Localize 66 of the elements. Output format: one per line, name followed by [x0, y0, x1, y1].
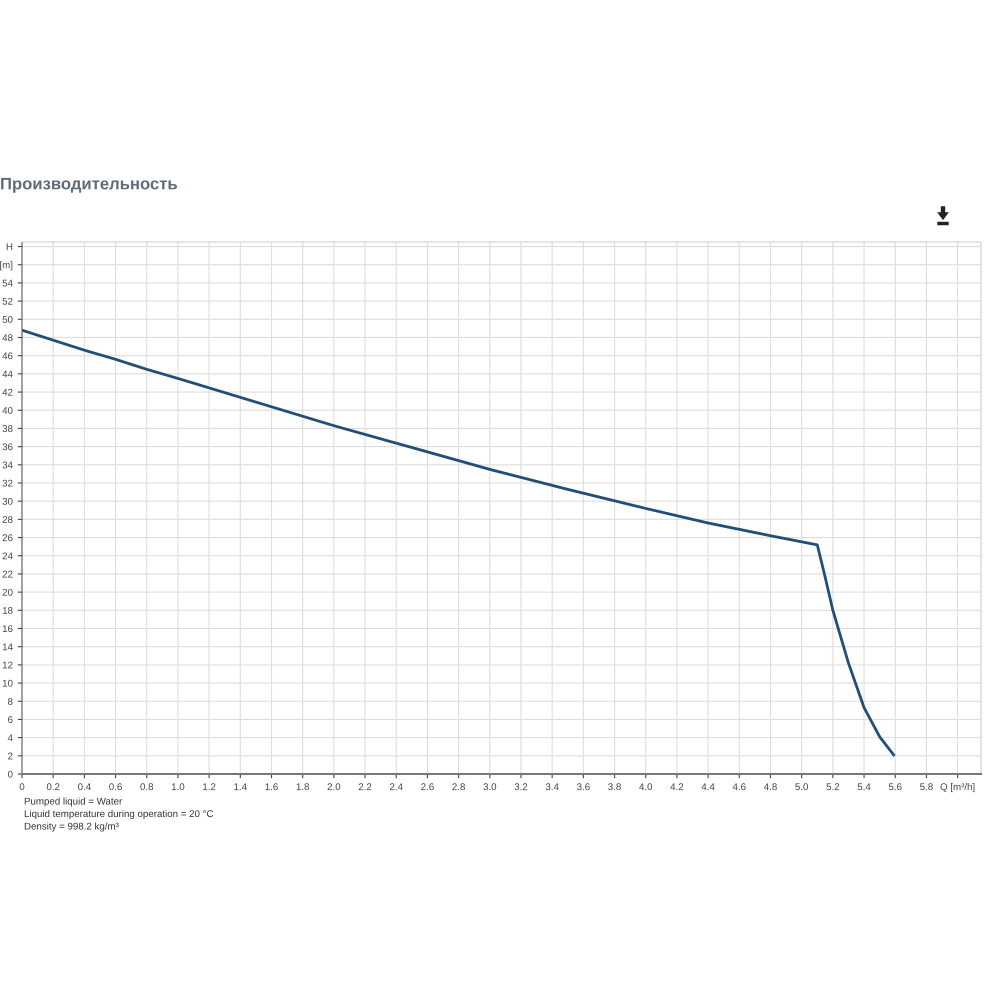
- x-tick-label: 0: [20, 783, 24, 790]
- chart-title: Производительность: [1, 178, 177, 193]
- x-tick-label: 0.8: [140, 783, 154, 790]
- x-tick-label: 4.0: [639, 783, 652, 790]
- x-tick-label: 3.0: [483, 783, 496, 790]
- x-tick-label: 1.2: [203, 783, 216, 790]
- y-tick-label: 14: [2, 644, 13, 650]
- x-tick-label: 3.6: [576, 783, 590, 790]
- y-tick-label: 22: [2, 570, 12, 578]
- x-tick-label: 1.6: [265, 783, 278, 790]
- y-tick-label: 50: [2, 316, 13, 323]
- y-tick-label: 6: [8, 716, 13, 724]
- y-tick-label: 44: [2, 370, 13, 378]
- y-tick-label: 28: [2, 516, 13, 523]
- y-tick-label: 4: [8, 734, 13, 742]
- text: Density = 998.2 kg/m³: [24, 822, 119, 832]
- y-tick-label: 18: [2, 607, 13, 614]
- y-tick-label: 32: [2, 480, 12, 487]
- x-tick-label: 2.0: [328, 783, 340, 790]
- x-tick-label: 5.8: [920, 783, 933, 790]
- y-tick-label: 2: [8, 752, 12, 760]
- x-tick-label: 4.6: [732, 783, 746, 790]
- y-tick-label: 34: [2, 462, 13, 468]
- y-tick-label: 48: [2, 334, 13, 342]
- x-tick-label: 0.6: [109, 783, 122, 790]
- x-tick-label: 1.4: [234, 783, 247, 790]
- y-tick-label: [m]: [0, 261, 12, 270]
- x-tick-label: 3.2: [514, 783, 528, 790]
- y-tick-label: 42: [2, 388, 12, 396]
- y-tick-label: 0: [8, 770, 13, 778]
- x-tick-label: 5.0: [795, 783, 808, 790]
- x-tick-label: 2.4: [390, 783, 403, 790]
- text: Liquid temperature during operation = 20 °C: [24, 810, 214, 820]
- y-tick-label: 52: [2, 298, 12, 305]
- y-tick-label: 26: [2, 534, 13, 542]
- text: Pumped liquid = Water: [24, 797, 122, 807]
- x-tick-label: 4.4: [702, 783, 715, 790]
- y-tick-label: 36: [2, 443, 13, 450]
- line-series: [22, 328, 896, 756]
- y-tick-label: 24: [2, 552, 13, 560]
- y-tick-label: H: [6, 243, 12, 250]
- y-tick-label: 10: [2, 680, 13, 687]
- y-tick-label: 38: [2, 425, 13, 432]
- x-tick-label: 5.6: [888, 783, 902, 790]
- y-tick-label: 40: [2, 406, 13, 414]
- y-tick-label: 46: [2, 352, 13, 360]
- x-tick-label: 5.2: [826, 783, 840, 790]
- x-tick-label: 0.2: [46, 783, 60, 790]
- y-tick-label: 54: [2, 280, 13, 287]
- x-tick-label: 3.8: [608, 783, 621, 790]
- x-tick-label: 5.4: [858, 783, 871, 790]
- y-tick-label: 16: [2, 625, 13, 632]
- y-tick-label: 12: [2, 662, 12, 668]
- x-tick-label: 2.8: [452, 783, 465, 790]
- x-tick-label: 1.8: [296, 783, 310, 790]
- x-tick-label: 4.2: [670, 783, 684, 790]
- x-tick-label: 0.4: [78, 783, 91, 790]
- y-tick-label: 20: [2, 588, 13, 596]
- x-tick-label: 2.2: [358, 783, 372, 790]
- x-tick-label: 1.0: [172, 783, 184, 790]
- y-tick-label: 30: [2, 498, 13, 505]
- x-tick-label: 3.4: [546, 783, 559, 790]
- x-tick-label: Q [m³/h]: [940, 783, 974, 792]
- x-tick-label: 2.6: [421, 783, 434, 790]
- x-tick-label: 4.8: [764, 783, 777, 790]
- y-tick-label: 8: [8, 698, 13, 705]
